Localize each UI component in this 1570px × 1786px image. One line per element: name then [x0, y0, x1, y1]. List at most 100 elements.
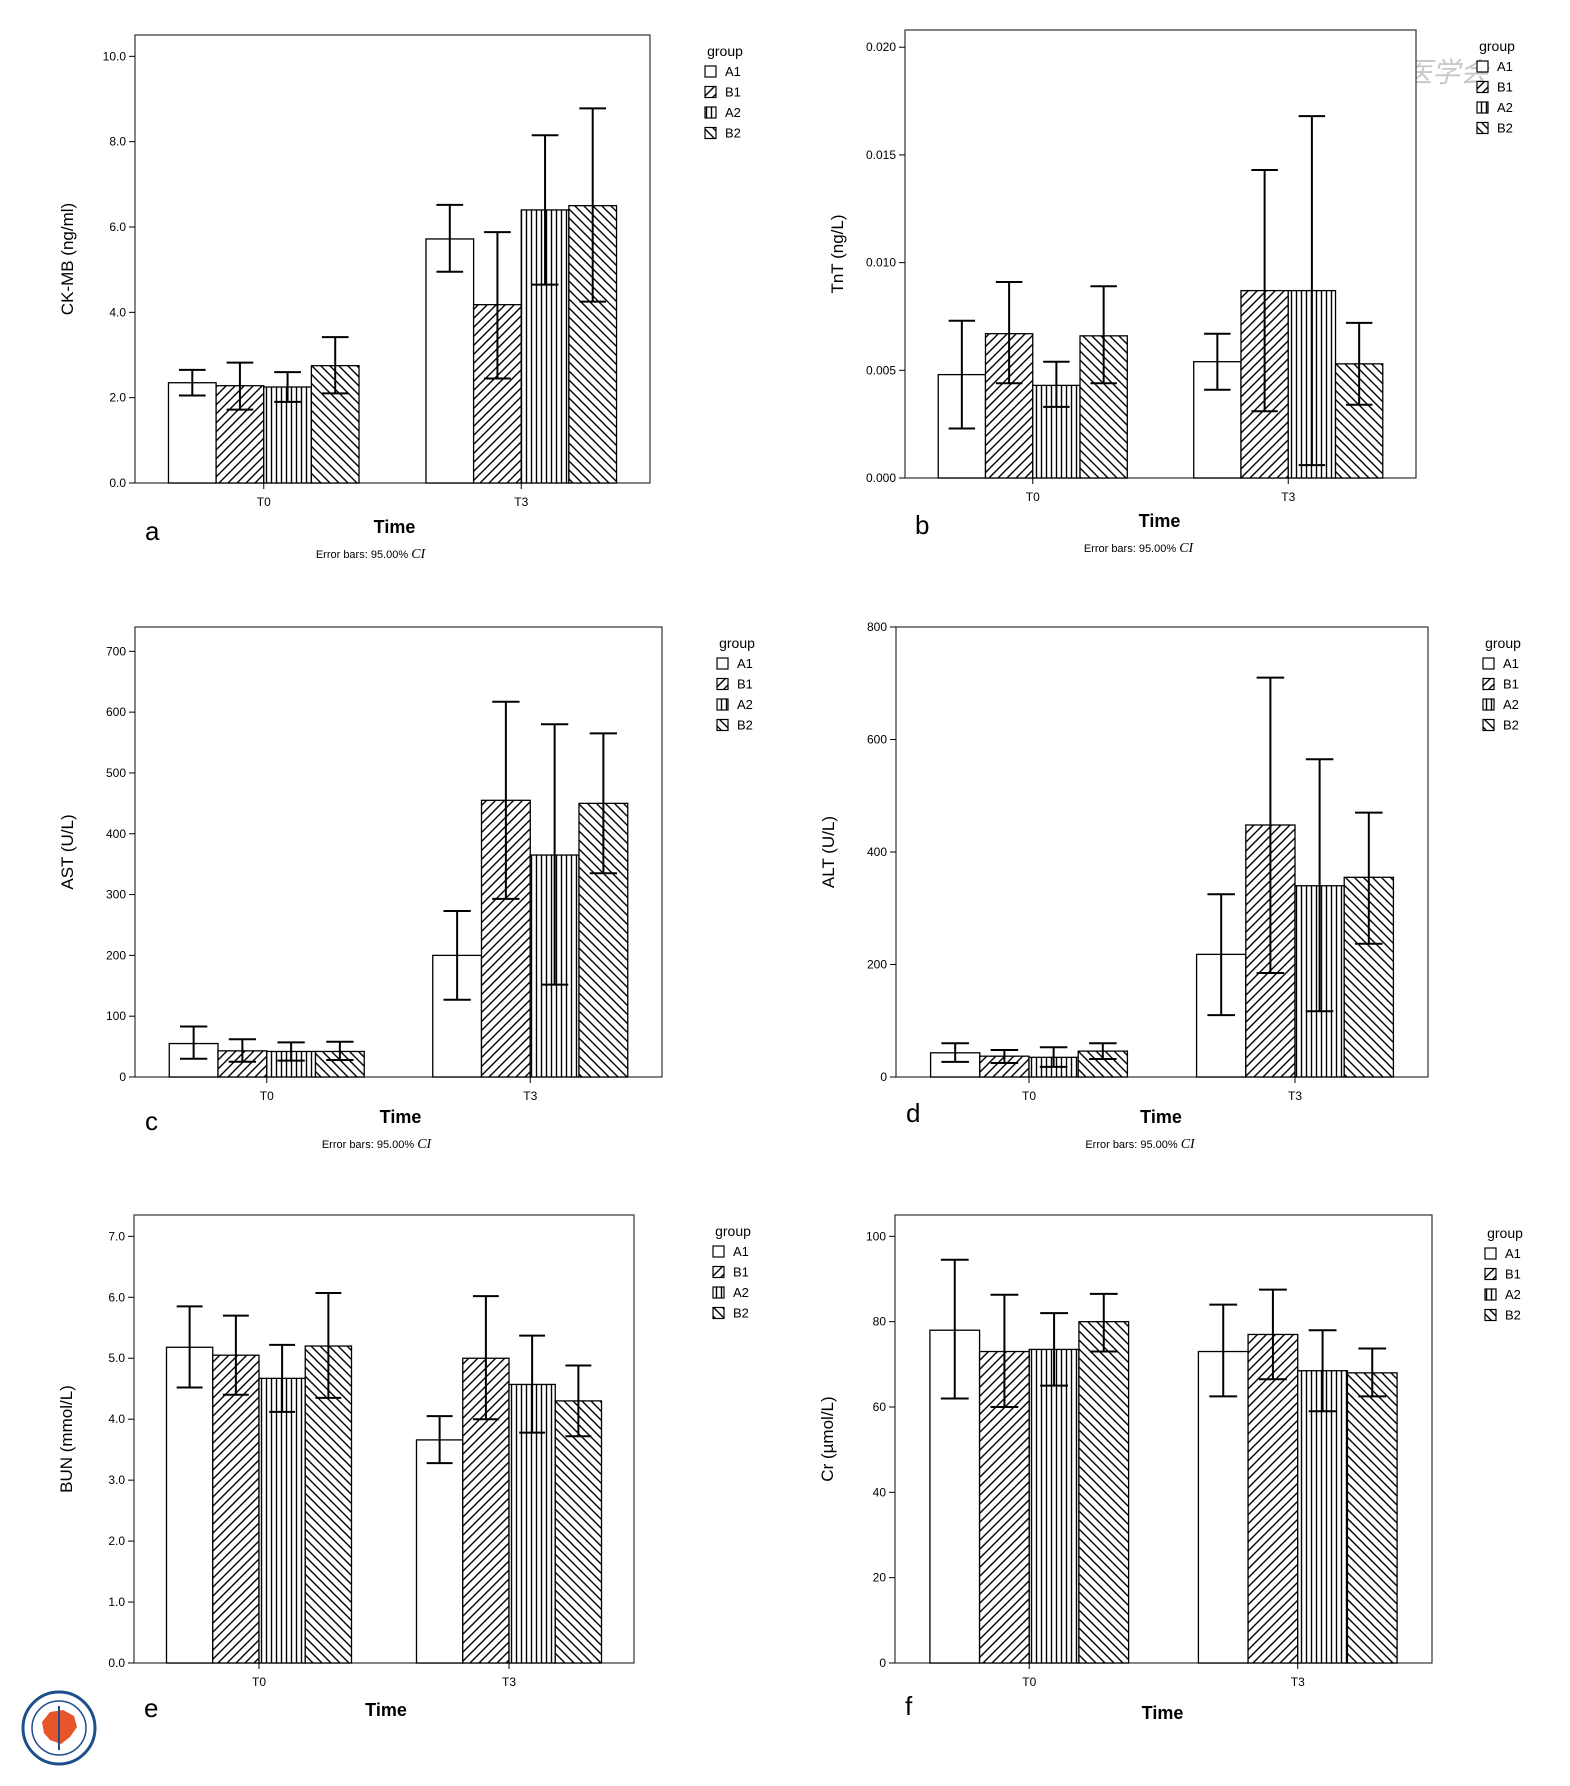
legend-swatch-B1: [704, 85, 717, 99]
y-tick-label: 1.0: [108, 1595, 125, 1609]
legend-entry-A1: A1: [725, 64, 741, 79]
legend-entry-A1: A1: [1505, 1246, 1521, 1261]
y-axis-label: CK-MB (ng/ml): [58, 203, 77, 315]
legend-title: group: [1487, 1225, 1523, 1241]
y-tick-label: 0: [119, 1070, 126, 1084]
bar-B2-T3: [554, 1400, 603, 1664]
legend-entry-A2: A2: [733, 1285, 749, 1300]
legend-entry-A2: A2: [1505, 1287, 1521, 1302]
bar-A1-T3: [1197, 1350, 1249, 1664]
bar-A1-T3: [415, 1439, 464, 1664]
y-tick-label: 8.0: [109, 135, 126, 149]
legend-swatch-B2: [1484, 1308, 1497, 1322]
panel-letter: c: [145, 1106, 158, 1136]
legend-entry-A1: A1: [1503, 656, 1519, 671]
error-bars-note: Error bars: 95.00% CI: [322, 1137, 433, 1152]
legend-swatch-A2: [712, 1286, 725, 1299]
x-axis-label: Time: [1139, 511, 1181, 531]
legend-swatch-B1: [1484, 1267, 1497, 1281]
bar-B1-T3: [1247, 1333, 1299, 1664]
y-tick-label: 2.0: [108, 1534, 125, 1548]
x-tick-label: T3: [1288, 1089, 1302, 1103]
legend-entry-B2: B2: [1505, 1308, 1521, 1323]
panel-letter: b: [915, 510, 929, 540]
bar-A2-T0: [1028, 1348, 1080, 1664]
chart-panel-c: 0 100 200 300 400 500 600 700 AST (U/L) T0 T3 Time c…: [58, 626, 755, 1152]
legend-swatch-B2: [704, 126, 717, 140]
chart-panel-a: 0.0 2.0 4.0 6.0 8.0 10.0 CK-MB (ng/ml) T0 T3 Time…: [58, 34, 743, 562]
y-axis-label: BUN (mmol/L): [57, 1385, 76, 1493]
bar-A1-T0: [165, 1346, 214, 1664]
chart-panel-e: 0.0 1.0 2.0 3.0 4.0 5.0 6.0 7.0 BUN (mmol/L) T0 T3…: [57, 1214, 751, 1723]
y-tick-label: 0.015: [866, 148, 896, 162]
y-tick-label: 4.0: [108, 1412, 125, 1426]
x-tick-label: T3: [514, 495, 528, 509]
legend-swatch-B1: [1482, 677, 1495, 691]
legend-swatch-A2: [1482, 698, 1495, 711]
x-tick-label: T0: [1022, 1089, 1036, 1103]
error-bars-ci: CI: [411, 547, 426, 562]
chart-panel-f: 0 20 40 60 80 100 Cr (µmol/L) T0 T3 Time f group A1 B…: [818, 1214, 1523, 1723]
y-tick-label: 600: [867, 733, 887, 747]
x-tick-label: T3: [1281, 490, 1295, 504]
legend-entry-B1: B1: [725, 85, 741, 100]
y-tick-label: 100: [106, 1009, 126, 1023]
legend-swatch-B2: [1482, 718, 1495, 732]
y-tick-label: 6.0: [109, 220, 126, 234]
panel-letter: d: [906, 1098, 920, 1128]
legend-swatch-A1: [1476, 60, 1489, 73]
legend-title: group: [719, 635, 755, 651]
legend-entry-B2: B2: [725, 126, 741, 141]
panel-letter: f: [905, 1691, 913, 1721]
legend-entry-A1: A1: [1497, 59, 1513, 74]
y-tick-label: 700: [106, 644, 126, 658]
legend-swatch-A2: [1484, 1288, 1497, 1301]
legend-swatch-B2: [1476, 121, 1489, 135]
y-axis-label: Cr (µmol/L): [818, 1396, 837, 1481]
y-tick-label: 600: [106, 705, 126, 719]
y-tick-label: 400: [867, 845, 887, 859]
x-tick-label: T0: [260, 1089, 274, 1103]
legend-swatch-A1: [712, 1245, 725, 1258]
error-bars-ci: CI: [417, 1137, 432, 1152]
legend-swatch-A2: [1476, 101, 1489, 114]
legend-swatch-A2: [716, 698, 729, 711]
legend-entry-B1: B1: [1505, 1267, 1521, 1282]
legend-entry-B1: B1: [733, 1265, 749, 1280]
bar-A1-T0: [167, 382, 217, 484]
legend-swatch-B1: [716, 677, 729, 691]
x-tick-label: T0: [257, 495, 271, 509]
charts-group: 0.0 2.0 4.0 6.0 8.0 10.0 CK-MB (ng/ml) T0 T3 Time…: [57, 29, 1523, 1723]
y-tick-label: 80: [873, 1315, 887, 1329]
y-tick-label: 0.010: [866, 256, 896, 270]
legend-entry-A1: A1: [737, 656, 753, 671]
error-bars-ci: CI: [1179, 541, 1194, 556]
legend-entry-A2: A2: [737, 697, 753, 712]
legend-entry-B1: B1: [1497, 80, 1513, 95]
x-axis-label: Time: [1140, 1107, 1182, 1127]
legend: group A1 B1 A2 B2: [1476, 38, 1515, 136]
bar-B2-T3: [578, 802, 629, 1078]
y-tick-label: 0.0: [109, 476, 126, 490]
legend-title: group: [1479, 38, 1515, 54]
legend-entry-B1: B1: [737, 677, 753, 692]
x-tick-label: T0: [1026, 490, 1040, 504]
y-tick-label: 0.020: [866, 40, 896, 54]
legend-entry-A2: A2: [1497, 100, 1513, 115]
bar-B2-T3: [1334, 363, 1384, 479]
error-bars-note: Error bars: 95.00% CI: [1084, 541, 1195, 556]
legend-swatch-A1: [1482, 657, 1495, 670]
legend-entry-B2: B2: [733, 1306, 749, 1321]
legend: group A1 B1 A2 B2: [712, 1223, 751, 1321]
chart-panel-b: 0.000 0.005 0.010 0.015 0.020 TnT (ng/L) T0 T3 T…: [828, 29, 1515, 556]
legend-swatch-B1: [712, 1265, 725, 1279]
legend: group A1 B1 A2 B2: [1482, 635, 1521, 733]
y-tick-label: 4.0: [109, 305, 126, 319]
legend-entry-B2: B2: [737, 718, 753, 733]
legend-swatch-B1: [1476, 80, 1489, 94]
y-tick-label: 5.0: [108, 1351, 125, 1365]
legend-entry-B2: B2: [1497, 121, 1513, 136]
chart-panel-d: 0 200 400 600 800 ALT (U/L) T0 T3 Time d Error bar…: [819, 620, 1521, 1152]
bar-A2-T3: [1297, 1370, 1349, 1664]
